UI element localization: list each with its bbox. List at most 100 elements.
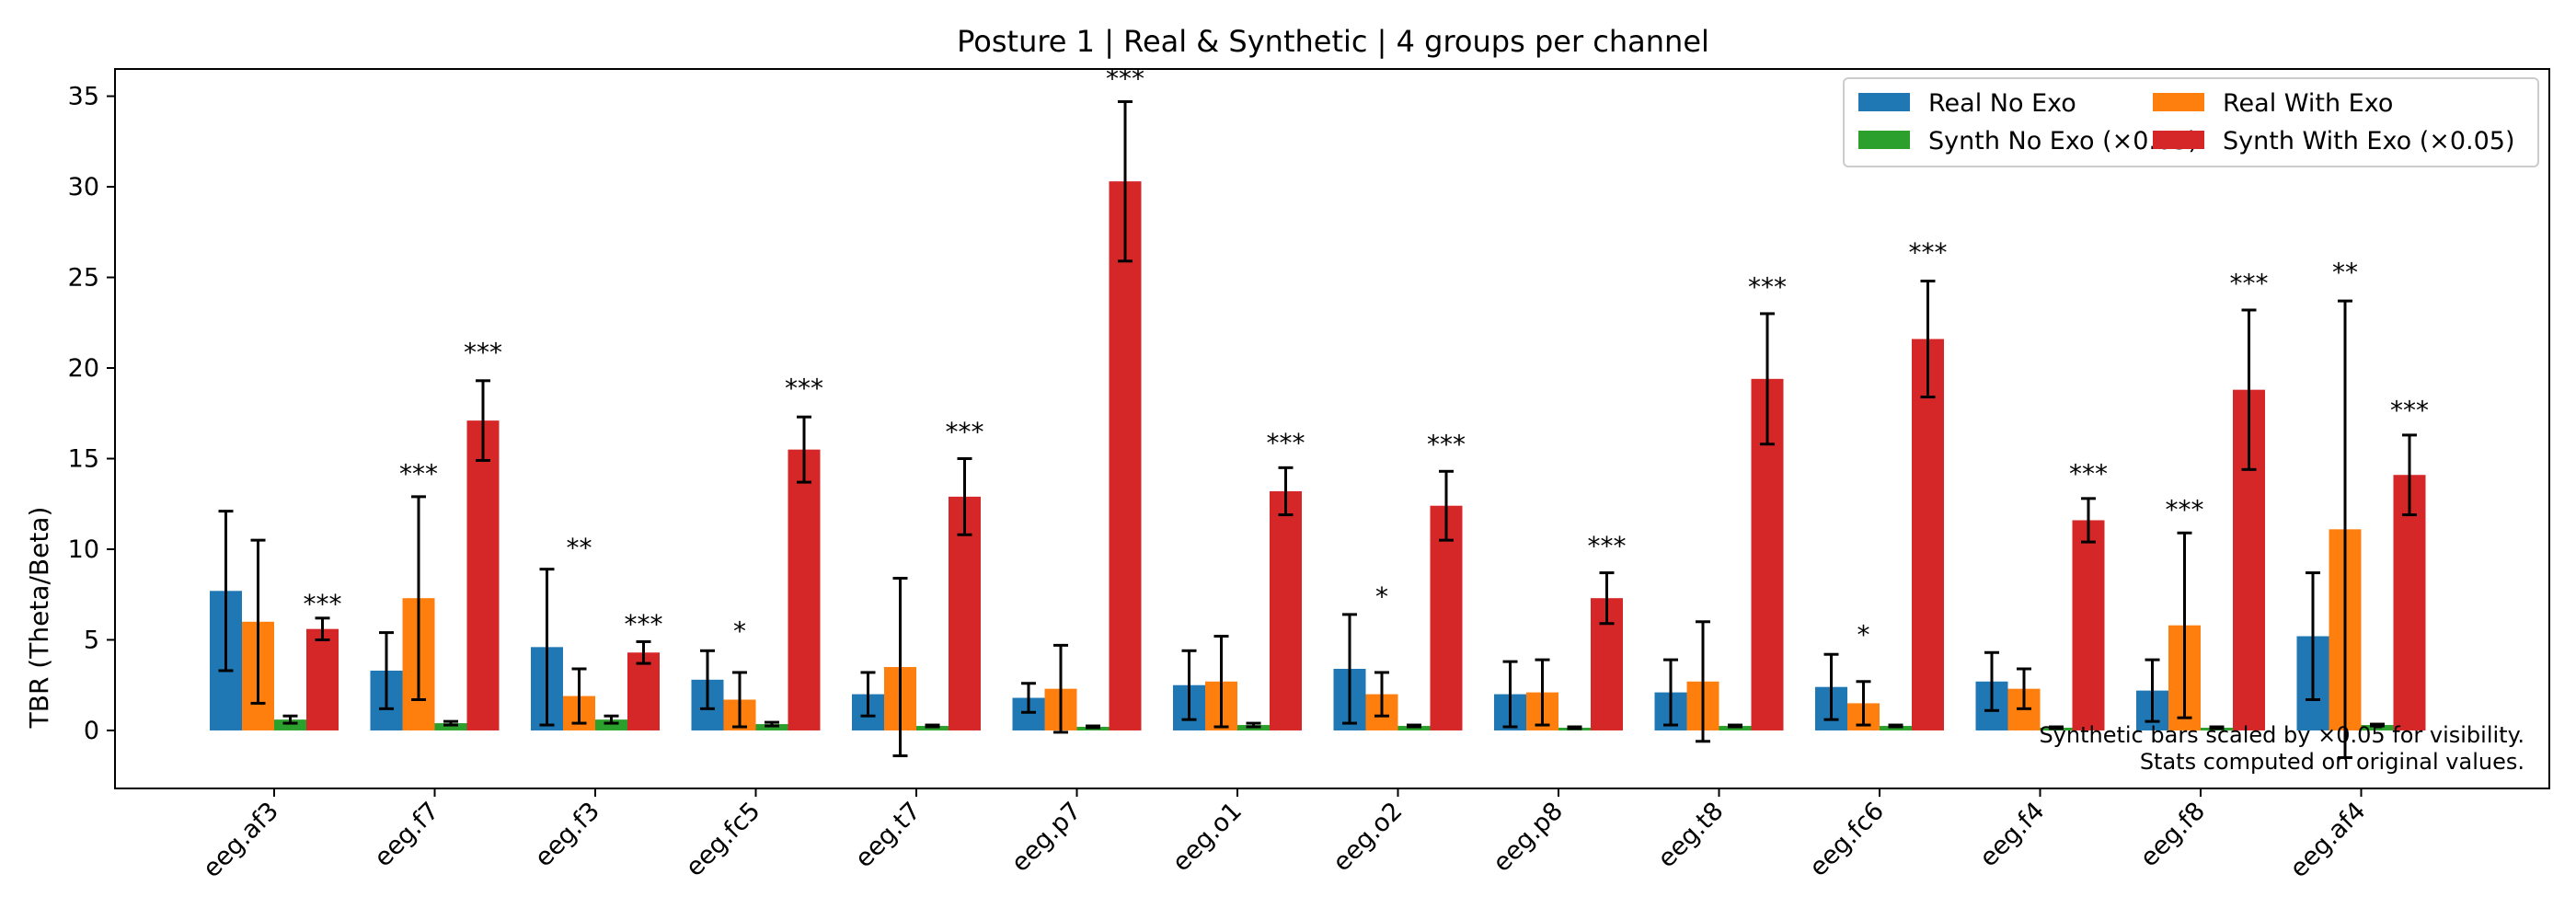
x-tick-label-eeg-p8: eeg.p8 (1488, 797, 1569, 878)
errorbar-eeg-f8-synth-with-exo-0-05 (2241, 308, 2257, 471)
y-tick-label-15: 15 (68, 445, 99, 474)
errorbar-eeg-t7-real-no-exo (860, 671, 876, 718)
bar-eeg-f4-synth-with-exo-0-05 (2072, 520, 2105, 730)
bar-eeg-p7-synth-with-exo-0-05 (1109, 181, 1142, 730)
errorbar-eeg-f4-synth-with-exo-0-05 (2081, 497, 2096, 544)
legend-label-synth-with-exo-0-05: Synth With Exo (×0.05) (2223, 127, 2515, 155)
significance-marker-eeg-t7-7: *** (946, 417, 984, 447)
errorbar-eeg-fc5-synth-no-exo-0-05 (765, 720, 779, 728)
legend-label-real-no-exo: Real No Exo (1928, 89, 2076, 118)
bar-eeg-f7-synth-with-exo-0-05 (466, 420, 500, 730)
legend-swatch-synth-with-exo-0-05 (2153, 131, 2204, 149)
y-tick-label-5: 5 (84, 626, 99, 654)
significance-marker-eeg-p8-12: *** (1588, 531, 1627, 561)
y-axis-label: TBR (Theta/Beta) (24, 507, 54, 730)
significance-marker-eeg-o1-9: *** (1267, 428, 1305, 458)
bar-eeg-o2-synth-with-exo-0-05 (1430, 505, 1463, 730)
errorbar-eeg-o1-real-with-exo (1213, 635, 1229, 729)
x-tick-label-eeg-f4: eeg.f4 (1974, 797, 2050, 872)
bar-eeg-f7-synth-no-exo-0-05 (434, 723, 467, 730)
x-tick-label-eeg-fc6: eeg.fc6 (1804, 797, 1890, 882)
errorbar-eeg-af3-real-no-exo (218, 510, 234, 673)
significance-marker-eeg-t8-13: *** (1748, 271, 1787, 302)
errorbar-eeg-p7-real-with-exo (1053, 643, 1068, 734)
significance-marker-eeg-f4-16: *** (2069, 458, 2108, 489)
significance-marker-eeg-fc5-5: * (733, 616, 746, 647)
errorbar-eeg-o1-synth-with-exo-0-05 (1278, 466, 1294, 517)
errorbar-eeg-af4-real-with-exo (2338, 299, 2352, 760)
significance-marker-eeg-af4-19: ** (2332, 258, 2358, 288)
errorbar-eeg-af4-real-no-exo (2306, 571, 2320, 701)
legend-box (1843, 77, 2539, 167)
errorbar-eeg-f8-synth-no-exo-0-05 (2209, 725, 2225, 730)
errorbar-eeg-t8-real-no-exo (1663, 658, 1678, 727)
errorbar-eeg-o2-real-with-exo (1374, 671, 1389, 718)
x-tick-label-eeg-o2: eeg.o2 (1328, 797, 1408, 877)
x-tick-label-eeg-p7: eeg.p7 (1006, 797, 1087, 878)
significance-marker-eeg-o2-10: * (1375, 581, 1388, 612)
errorbar-eeg-f8-real-with-exo (2177, 531, 2192, 719)
x-tick-label-eeg-f8: eeg.f8 (2134, 797, 2210, 872)
errorbar-eeg-f8-real-no-exo (2145, 658, 2160, 723)
error-bars-layer (218, 99, 2417, 760)
bar-eeg-af4-synth-no-exo-0-05 (2361, 725, 2394, 730)
errorbar-eeg-af3-synth-no-exo-0-05 (282, 714, 298, 725)
errorbar-eeg-t7-synth-no-exo-0-05 (925, 723, 940, 729)
significance-marker-eeg-f3-4: *** (625, 609, 663, 639)
y-tick-label-0: 0 (84, 717, 99, 745)
chart-title: Posture 1 | Real & Synthetic | 4 groups … (957, 24, 1709, 59)
significance-marker-eeg-f7-1: *** (399, 458, 438, 489)
bar-eeg-f3-synth-with-exo-0-05 (627, 652, 660, 730)
legend-swatch-real-no-exo (1858, 93, 1910, 111)
errorbar-eeg-p7-real-no-exo (1021, 682, 1036, 714)
errorbar-eeg-fc6-real-with-exo (1856, 680, 1871, 727)
errorbar-eeg-f7-synth-no-exo-0-05 (443, 719, 458, 727)
bars-layer (210, 181, 2426, 730)
errorbar-eeg-t8-real-with-exo (1696, 620, 1710, 743)
y-tick-label-25: 25 (68, 264, 99, 293)
x-tick-label-eeg-f7: eeg.f7 (369, 797, 444, 872)
legend-swatch-synth-no-exo-0-05 (1858, 131, 1910, 149)
errorbar-eeg-o1-real-no-exo (1181, 649, 1197, 721)
x-tick-label-eeg-t8: eeg.t8 (1652, 797, 1729, 873)
x-tick-label-eeg-t7: eeg.t7 (850, 797, 926, 873)
errorbar-eeg-f7-real-no-exo (379, 631, 394, 710)
legend-label-real-with-exo: Real With Exo (2223, 89, 2393, 118)
y-tick-label-10: 10 (68, 535, 99, 564)
x-tick-label-eeg-f3: eeg.f3 (529, 797, 604, 872)
errorbar-eeg-p7-synth-no-exo-0-05 (1086, 724, 1100, 730)
significance-marker-eeg-fc6-14: * (1857, 620, 1870, 650)
errorbar-eeg-af3-real-with-exo (250, 538, 266, 705)
y-tick-label-35: 35 (68, 83, 99, 111)
bar-eeg-af4-synth-with-exo-0-05 (2393, 475, 2426, 730)
significance-marker-eeg-af3-0: *** (304, 589, 342, 619)
y-axis: 0 5 10 15 20 25 30 35 (68, 83, 115, 745)
note-scaled: Synthetic bars scaled by ×0.05 for visib… (2039, 722, 2524, 748)
errorbar-eeg-t8-synth-with-exo-0-05 (1760, 312, 1775, 446)
bar-eeg-af3-synth-with-exo-0-05 (306, 628, 339, 730)
errorbar-eeg-f4-synth-no-exo-0-05 (2049, 725, 2064, 730)
errorbar-eeg-f3-synth-with-exo-0-05 (636, 639, 651, 665)
x-tick-label-eeg-af4: eeg.af4 (2284, 797, 2371, 883)
significance-marker-eeg-f3-3: ** (567, 533, 592, 563)
errorbar-eeg-t7-real-with-exo (892, 577, 908, 758)
significance-marker-eeg-f8-18: *** (2230, 268, 2269, 298)
significance-marker-eeg-p7-8: *** (1106, 63, 1144, 94)
y-tick-label-30: 30 (68, 173, 99, 201)
errorbar-eeg-p8-real-with-exo (1535, 658, 1550, 727)
errorbar-eeg-af3-synth-with-exo-0-05 (315, 616, 330, 641)
errorbar-eeg-p7-synth-with-exo-0-05 (1118, 99, 1133, 263)
errorbar-eeg-f4-real-with-exo (2017, 667, 2031, 710)
errorbar-eeg-o1-synth-no-exo-0-05 (1246, 721, 1261, 729)
significance-marker-eeg-fc5-6: *** (785, 374, 823, 404)
errorbar-eeg-f4-real-no-exo (1984, 650, 1999, 712)
errorbar-eeg-fc5-real-with-exo (732, 671, 747, 729)
errorbar-eeg-f3-real-no-exo (539, 568, 555, 727)
note-stats: Stats computed on original values. (2140, 749, 2524, 775)
x-tick-label-eeg-o1: eeg.o1 (1167, 797, 1248, 877)
errorbar-eeg-fc5-real-no-exo (700, 649, 715, 710)
y-tick-label-20: 20 (68, 354, 99, 383)
significance-marker-eeg-af4-20: *** (2390, 395, 2429, 425)
errorbar-eeg-f7-real-with-exo (411, 495, 426, 701)
